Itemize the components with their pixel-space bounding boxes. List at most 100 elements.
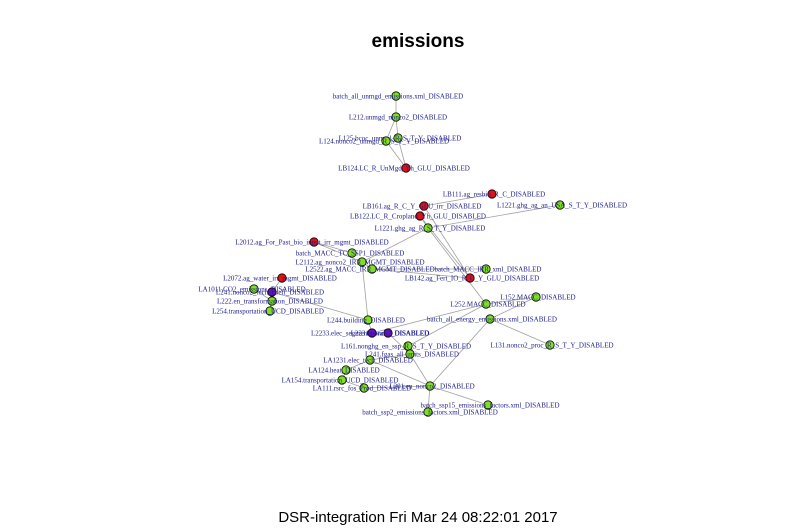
node-n27[interactable]: LA1231.elec_tech_DISABLED — [323, 355, 413, 365]
edge-n22-n23 — [489, 296, 537, 320]
node-label: L2112.ag_nonco2_IRR_MGMT_DISABLED — [295, 259, 424, 267]
node-n30[interactable]: LA111.rsrc_fos_Prod_DISABLED — [313, 383, 411, 393]
node-marker[interactable] — [367, 264, 377, 274]
node-n34[interactable]: L2231.nonco2_DISABLED — [351, 328, 430, 338]
node-n10[interactable]: L2012.ag_For_Past_bio_input_irr_mgmt_DIS… — [235, 237, 389, 247]
node-n19[interactable]: L244.building_DISABLED — [327, 315, 405, 325]
node-n35[interactable]: LA1011.CO2_emissions_DISABLED — [198, 284, 306, 294]
node-n31[interactable]: L201.en_nonco2_DISABLED — [389, 381, 475, 391]
node-marker[interactable] — [309, 237, 319, 247]
node-label: batch_MACC_TC_SSP1_DISABLED — [296, 250, 405, 258]
node-marker[interactable] — [363, 315, 373, 325]
node-n21[interactable]: L252.MACC_DISABLED — [450, 299, 526, 309]
node-marker[interactable] — [267, 287, 277, 297]
node-marker[interactable] — [481, 264, 491, 274]
node-marker[interactable] — [415, 211, 425, 221]
node-n32[interactable]: batch_ssp15_emissions_factors.xml_DISABL… — [420, 400, 560, 410]
node-label: LB161.ag_R_C_Y_GLU_irr_DISABLED — [363, 203, 482, 211]
node-n20[interactable]: L2233.elec_segments_water_DISABLED — [311, 328, 429, 338]
node-marker[interactable] — [487, 189, 497, 199]
node-marker[interactable] — [365, 355, 375, 365]
node-n29[interactable]: LA154.transportation_UCD_DISABLED — [282, 375, 399, 385]
node-n22[interactable]: L152.MACC_DISABLED — [500, 292, 576, 302]
node-marker[interactable] — [265, 306, 275, 316]
node-marker[interactable] — [423, 223, 433, 233]
node-n16[interactable]: L241.nonco2_tech_coeff_DISABLED — [216, 287, 324, 297]
node-n8[interactable]: LB122.LC_R_Cropland_Yh_GLU_DISABLED — [350, 211, 486, 221]
node-n2[interactable]: L125.bcoc_unmgd_R_S_T_Y_DISABLED — [339, 133, 462, 143]
node-n33[interactable]: batch_ssp2_emissions_factors.xml_DISABLE… — [362, 407, 498, 417]
node-n14[interactable]: LB142.ag_Fert_IO_R_C_Y_GLU_DISABLED — [405, 273, 539, 283]
node-marker[interactable] — [393, 133, 403, 143]
node-n11[interactable]: batch_MACC_TC_SSP1_DISABLED — [296, 248, 405, 258]
node-marker[interactable] — [555, 200, 565, 210]
node-n5[interactable]: LB111.ag_resbio_R_C_DISABLED — [443, 189, 545, 199]
node-label: L1221.ghg_ag_an_USA_S_T_Y_DISABLED — [497, 202, 627, 210]
node-marker[interactable] — [367, 328, 377, 338]
edge-n26-n31 — [409, 353, 431, 387]
edge-n4-n3 — [385, 140, 407, 169]
node-n9[interactable]: L1221.ghg_ag_R_S_T_Y_DISABLED — [375, 223, 486, 233]
node-label: LB122.LC_R_Cropland_Yh_GLU_DISABLED — [350, 213, 486, 221]
edge-n34-n26 — [387, 332, 411, 355]
node-marker[interactable] — [391, 91, 401, 101]
node-marker[interactable] — [419, 201, 429, 211]
node-marker[interactable] — [481, 299, 491, 309]
node-label: L2012.ag_For_Past_bio_input_irr_mgmt_DIS… — [235, 239, 388, 247]
node-n0[interactable]: batch_all_unmgd_emissions.xml_DISABLED — [333, 91, 463, 101]
edge-n4-n2 — [397, 137, 407, 169]
edge-n5-n6 — [423, 193, 493, 207]
node-label: L241.nonco2_tech_coeff_DISABLED — [216, 289, 324, 297]
node-marker[interactable] — [425, 381, 435, 391]
node-marker[interactable] — [337, 375, 347, 385]
node-n12[interactable]: L2112.ag_nonco2_IRR_MGMT_DISABLED — [295, 257, 425, 267]
node-marker[interactable] — [341, 365, 351, 375]
node-n7[interactable]: L1221.ghg_ag_an_USA_S_T_Y_DISABLED — [497, 200, 627, 210]
edge-n14-n13 — [371, 268, 471, 279]
node-marker[interactable] — [359, 383, 369, 393]
node-n25[interactable]: L161.nonghg_en_ssp_R_S_T_Y_DISABLED — [341, 341, 471, 351]
node-marker[interactable] — [383, 328, 393, 338]
node-marker[interactable] — [381, 136, 391, 146]
node-marker[interactable] — [347, 248, 357, 258]
edge-n10-n12 — [313, 241, 363, 263]
node-n36[interactable]: batch_MACC_IRR_xml_DISABLED — [435, 264, 542, 274]
node-marker[interactable] — [267, 296, 277, 306]
node-marker[interactable] — [465, 273, 475, 283]
node-marker[interactable] — [249, 284, 259, 294]
edge-n31-n32 — [429, 385, 489, 406]
node-n13[interactable]: L2522.ag_MACC_IRR_MGMT_DISABLED — [305, 264, 435, 274]
node-marker[interactable] — [401, 163, 411, 173]
edge-n9-n12 — [361, 227, 429, 263]
edge-n20-n21 — [371, 303, 487, 334]
node-n17[interactable]: L222.en_transformation_DISABLED — [217, 296, 323, 306]
node-n15[interactable]: L2072.ag_water_irr_mgmt_DISABLED — [223, 273, 337, 283]
node-label: L2233.elec_segments_water_DISABLED — [311, 330, 429, 338]
node-marker[interactable] — [483, 400, 493, 410]
node-label: LA124.heat_DISABLED — [308, 367, 379, 375]
node-n4[interactable]: LB124.LC_R_UnMgd_Yh_GLU_DISABLED — [338, 163, 470, 173]
node-n18[interactable]: L254.transportation_UCD_DISABLED — [212, 306, 324, 316]
edge-n10-n11 — [313, 241, 353, 254]
node-n3[interactable]: L124.nonco2_unmgd_R_S_T_Y_DISABLED — [319, 136, 449, 146]
node-marker[interactable] — [357, 257, 367, 267]
node-marker[interactable] — [405, 349, 415, 359]
node-marker[interactable] — [531, 292, 541, 302]
node-marker[interactable] — [277, 273, 287, 283]
edge-n12-n19 — [361, 261, 369, 321]
footer-timestamp: DSR-integration Fri Mar 24 08:22:01 2017 — [278, 509, 557, 526]
node-marker[interactable] — [545, 340, 555, 350]
node-marker[interactable] — [423, 407, 433, 417]
node-n23[interactable]: batch_all_energy_emissions.xml_DISABLED — [427, 314, 557, 324]
node-n26[interactable]: L241.fgas_all_units_DISABLED — [365, 349, 459, 359]
node-n28[interactable]: LA124.heat_DISABLED — [308, 365, 380, 375]
node-n1[interactable]: L212.unmgd_nonco2_DISABLED — [349, 112, 447, 122]
node-label: LA111.rsrc_fos_Prod_DISABLED — [313, 385, 411, 393]
node-marker[interactable] — [485, 314, 495, 324]
edge-layer — [253, 96, 561, 413]
node-n6[interactable]: LB161.ag_R_C_Y_GLU_irr_DISABLED — [363, 201, 482, 211]
edge-n16-n19 — [271, 291, 369, 321]
node-label: L222.en_transformation_DISABLED — [217, 298, 323, 306]
node-n24[interactable]: L131.nonco2_proc_R_S_T_Y_DISABLED — [490, 340, 614, 350]
node-marker[interactable] — [391, 112, 401, 122]
